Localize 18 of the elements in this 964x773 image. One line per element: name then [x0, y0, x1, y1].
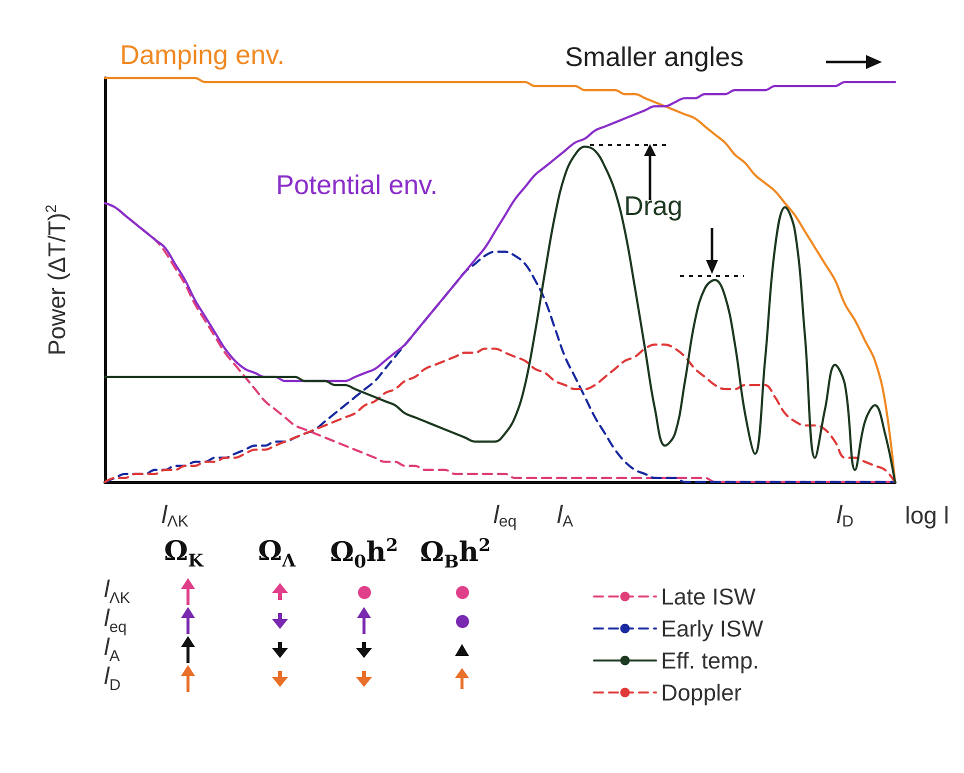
legend-label: Early ISW [661, 616, 764, 642]
text: l$_{eq}$ [104, 605, 127, 636]
text: l$_{D}$ [104, 663, 121, 694]
text: Ω$_{K}$ [164, 536, 204, 572]
text: Ω$_{B}$h$^{2}$ [420, 536, 491, 572]
annotation: Drag [624, 191, 683, 221]
text: l$_{ΛK}$ [104, 576, 130, 607]
text: Smaller angles [565, 42, 744, 72]
legend-label: Eff. temp. [661, 648, 760, 674]
text: Ω$_{Λ}$ [258, 536, 296, 572]
annotation: Potential env. [276, 170, 438, 200]
legend-label: Late ISW [661, 584, 756, 610]
text: Damping env. [120, 40, 285, 70]
text: l$_{A}$ [104, 634, 120, 665]
text: Ω$_{0}$h$^{2}$ [330, 536, 398, 572]
legend-label: Doppler [661, 680, 742, 706]
y-axis-title: Power (ΔT/T)2 [43, 204, 71, 356]
x-axis-title: log l [905, 502, 950, 530]
